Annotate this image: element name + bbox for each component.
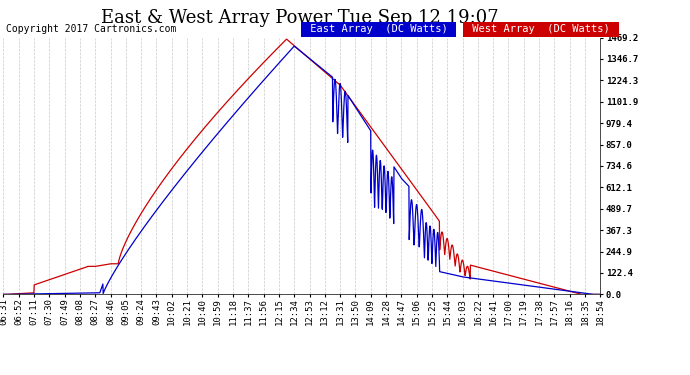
Text: Copyright 2017 Cartronics.com: Copyright 2017 Cartronics.com <box>6 24 176 34</box>
Text: East & West Array Power Tue Sep 12 19:07: East & West Array Power Tue Sep 12 19:07 <box>101 9 499 27</box>
Text: West Array  (DC Watts): West Array (DC Watts) <box>466 24 615 34</box>
Text: East Array  (DC Watts): East Array (DC Watts) <box>304 24 453 34</box>
